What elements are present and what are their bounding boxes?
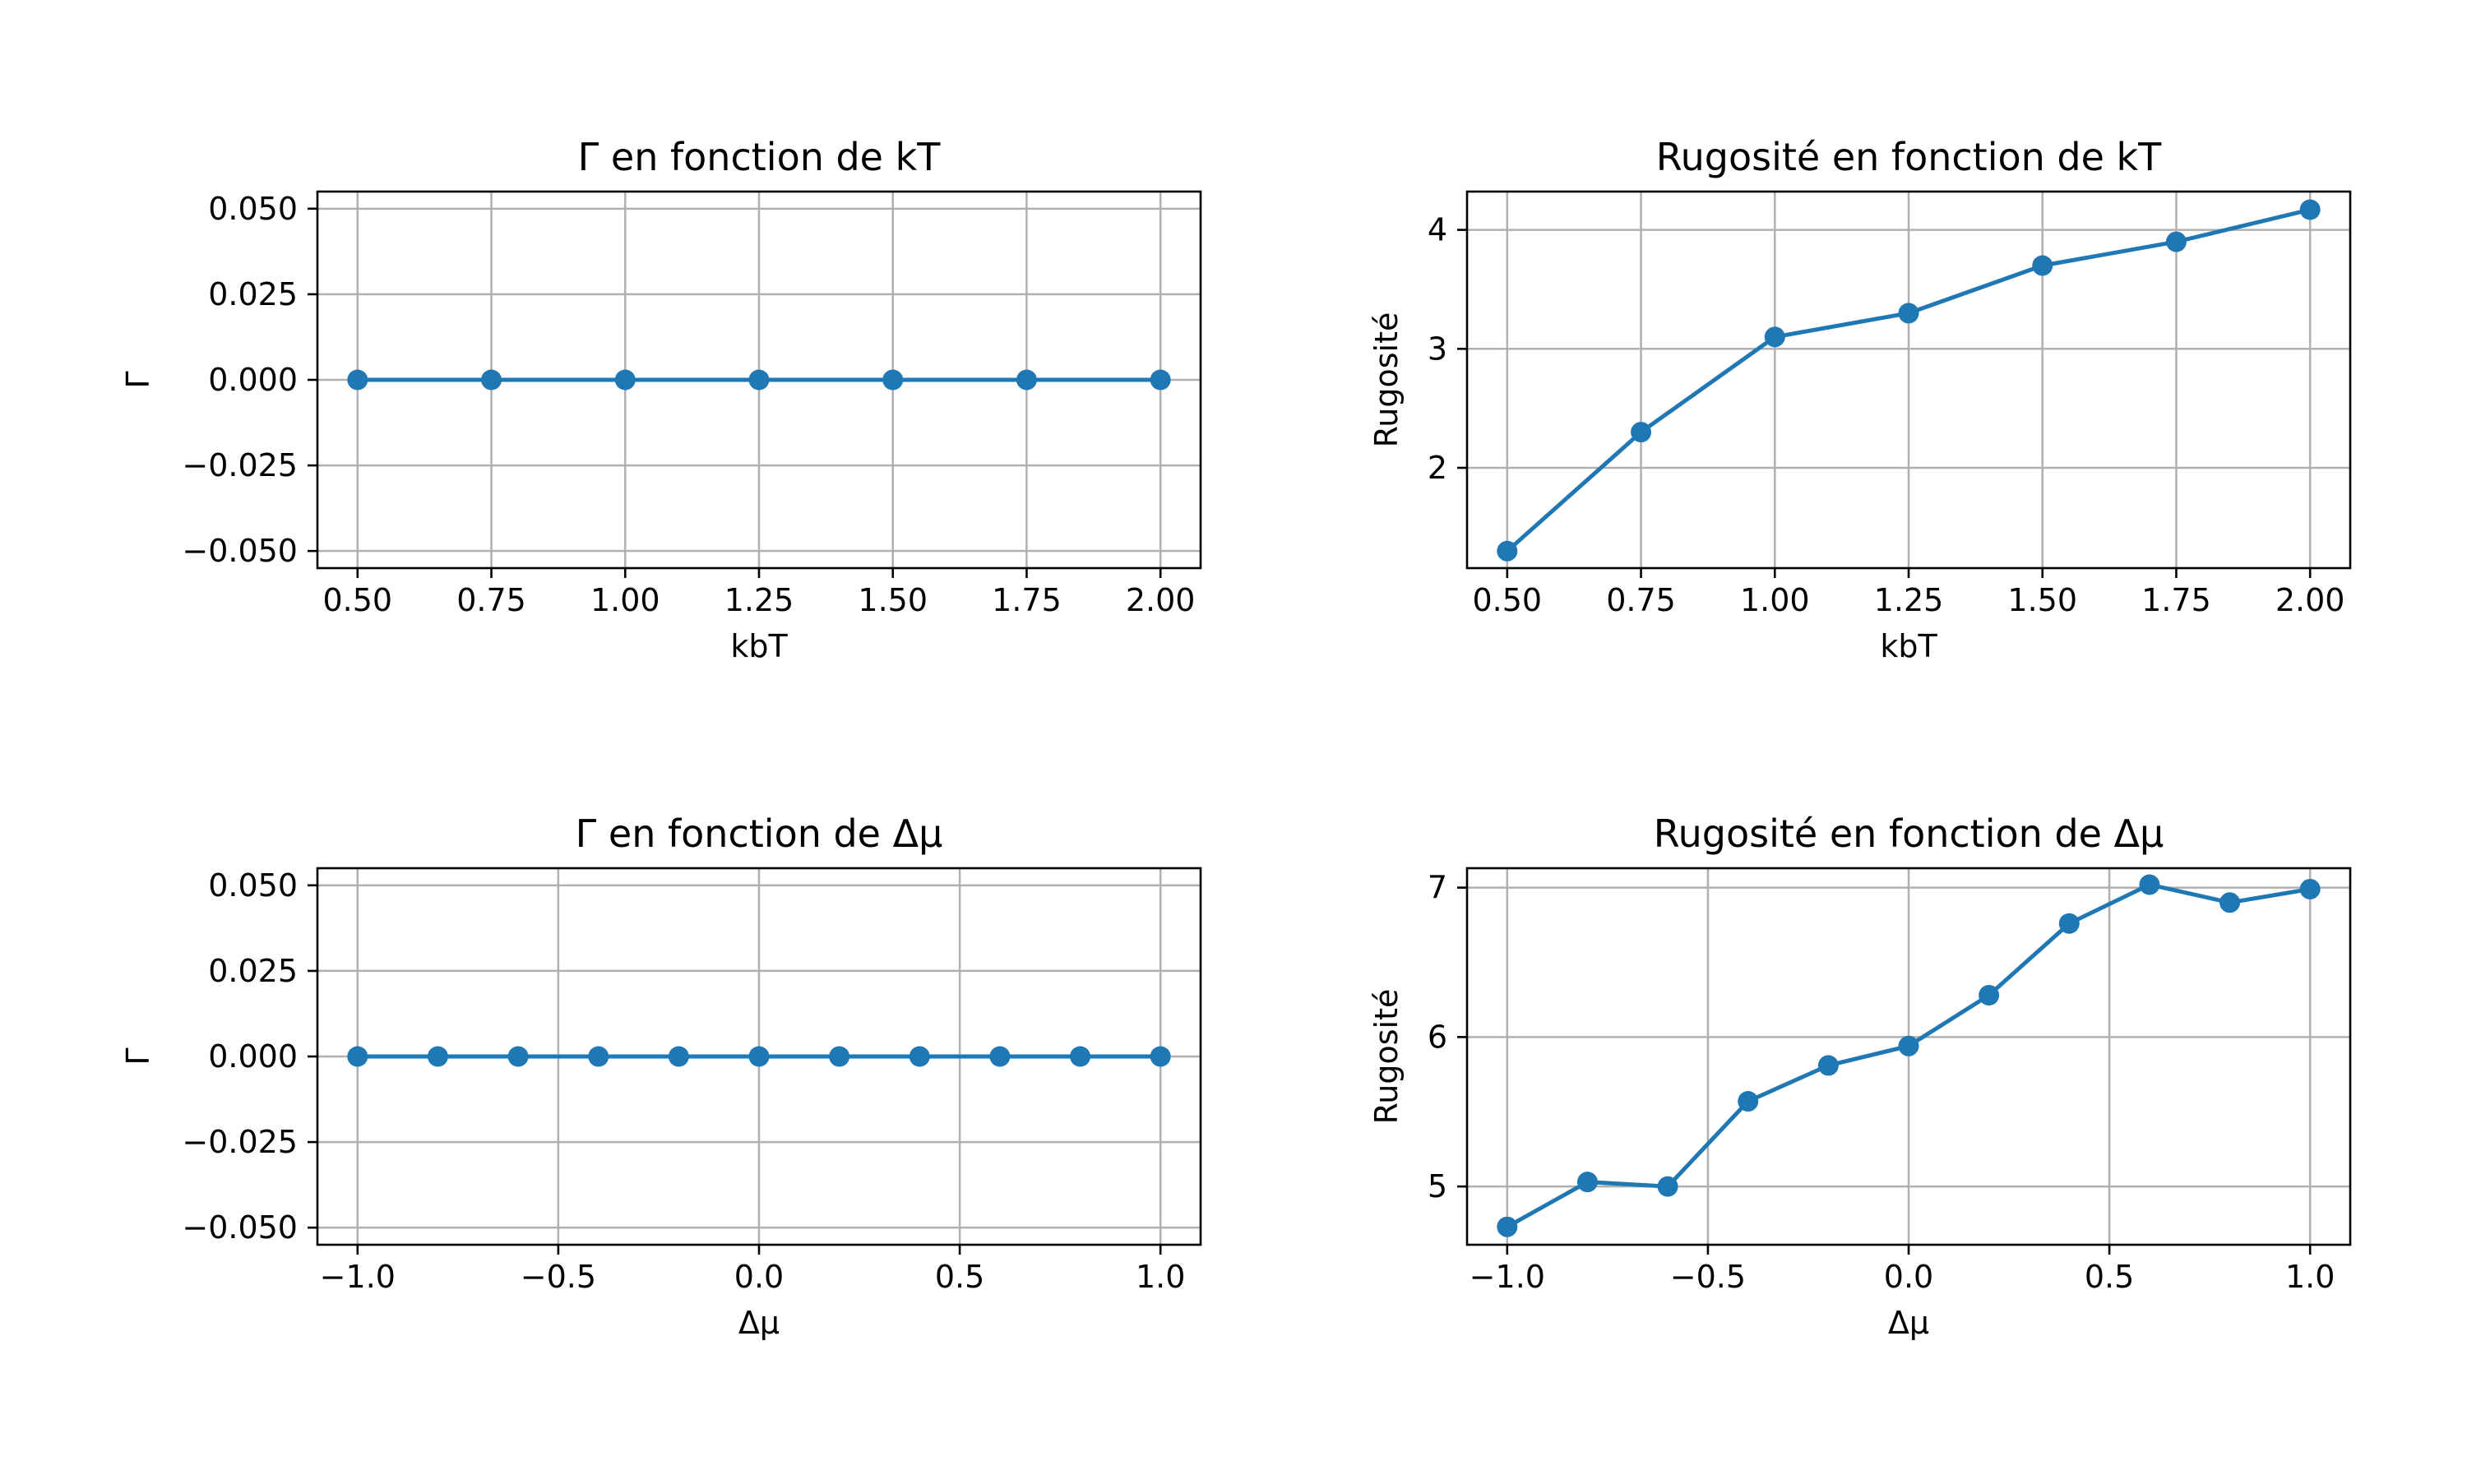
chart-panel-4: −1.0 −0.5 0.0 0.5 1.0 5 6 7 Rugosité en fonction… [1368,811,2352,1341]
data-point [1817,1055,1839,1076]
y-axis-label: Γ [120,1047,156,1065]
x-tick-label: 0.0 [1884,1259,1933,1295]
data-point [1657,1176,1678,1197]
y-tick-label: −0.025 [182,447,298,483]
y-tick-label: 5 [1428,1168,1447,1204]
data-point [1070,1046,1091,1067]
x-axis-label: kbT [1880,628,1937,664]
data-point [1497,1216,1518,1237]
x-tick-label: 1.00 [590,582,660,618]
y-axis-label: Rugosité [1368,312,1405,448]
x-axis-label: kbT [730,628,788,664]
x-axis-label: Δμ [1888,1305,1929,1341]
x-tick-label: 0.75 [1606,582,1676,618]
data-point [2032,255,2053,276]
x-tick-label: 1.00 [1740,582,1810,618]
data-point [882,369,904,391]
y-axis-label: Rugosité [1368,989,1405,1125]
x-tick-label: 1.0 [1136,1259,1185,1295]
data-point [507,1046,529,1067]
chart-title: Rugosité en fonction de kT [1656,135,2162,179]
chart-panel-3: −1.0 −0.5 0.0 0.5 1.0 −0.050 −0.025 0.000 0.025 0… [120,811,1202,1341]
x-tick-label: 2.00 [1126,582,1196,618]
y-tick-label: 6 [1428,1019,1447,1055]
chart-title: Γ en fonction de Δμ [576,811,943,856]
data-point [481,369,502,391]
data-point [1979,984,2000,1006]
y-tick-label: 4 [1428,212,1447,248]
data-point [1738,1091,1759,1112]
chart-title: Γ en fonction de kT [578,135,942,179]
x-tick-label: 2.00 [2275,582,2345,618]
x-tick-label: 0.5 [935,1259,984,1295]
x-tick-label: 1.50 [2007,582,2077,618]
x-tick-label: −1.0 [320,1259,396,1295]
data-point [347,369,368,391]
y-tick-label: 0.000 [208,362,298,398]
x-tick-label: 1.25 [1874,582,1944,618]
data-point [1150,1046,1171,1067]
data-point [347,1046,368,1067]
data-point [989,1046,1011,1067]
x-tick-label: −1.0 [1470,1259,1545,1295]
data-point [2299,878,2321,899]
data-point [909,1046,930,1067]
x-tick-label: 0.50 [1473,582,1543,618]
data-point [1898,303,1919,324]
y-tick-label: −0.025 [182,1124,298,1160]
data-point [427,1046,448,1067]
data-point [2058,913,2080,934]
data-point [829,1046,850,1067]
data-point [1016,369,1037,391]
data-point [2219,892,2241,913]
x-tick-label: 1.0 [2285,1259,2335,1295]
x-tick-label: 1.75 [992,582,1062,618]
data-point [614,369,636,391]
y-tick-label: 0.050 [208,867,298,904]
chart-panel-2: 0.50 0.75 1.00 1.25 1.50 1.75 2.00 2 3 4 Rugosité … [1368,135,2352,664]
y-tick-label: 3 [1428,331,1447,367]
x-tick-label: 0.0 [734,1259,784,1295]
y-tick-label: 0.000 [208,1038,298,1075]
x-tick-label: −0.5 [1670,1259,1746,1295]
x-tick-label: 1.50 [858,582,928,618]
data-point [1631,422,1652,443]
data-point [2139,874,2160,895]
data-point [1150,369,1171,391]
y-tick-label: 7 [1428,870,1447,906]
y-tick-label: 0.050 [208,191,298,227]
chart-panel-1: 0.50 0.75 1.00 1.25 1.50 1.75 2.00 −0.050 −0.025… [120,135,1202,664]
x-tick-label: 1.75 [2141,582,2211,618]
data-point [1576,1172,1598,1193]
chart-title: Rugosité en fonction de Δμ [1654,811,2164,856]
y-tick-label: −0.050 [182,533,298,569]
data-point [1764,326,1785,348]
y-tick-label: 0.025 [208,276,298,312]
y-tick-label: −0.050 [182,1209,298,1246]
x-tick-label: −0.5 [521,1259,596,1295]
data-point [748,1046,770,1067]
x-tick-label: 0.75 [456,582,526,618]
y-tick-label: 2 [1428,450,1447,486]
data-point [1898,1035,1919,1056]
x-tick-label: 0.5 [2085,1259,2134,1295]
x-tick-label: 1.25 [724,582,794,618]
data-point [1497,540,1518,562]
x-tick-label: 0.50 [323,582,393,618]
x-axis-label: Δμ [738,1305,780,1341]
data-point [748,369,770,391]
y-tick-label: 0.025 [208,953,298,989]
data-point [588,1046,609,1067]
y-axis-label: Γ [120,371,156,388]
data-point [2299,199,2321,220]
data-point [668,1046,689,1067]
data-point [2165,231,2187,252]
